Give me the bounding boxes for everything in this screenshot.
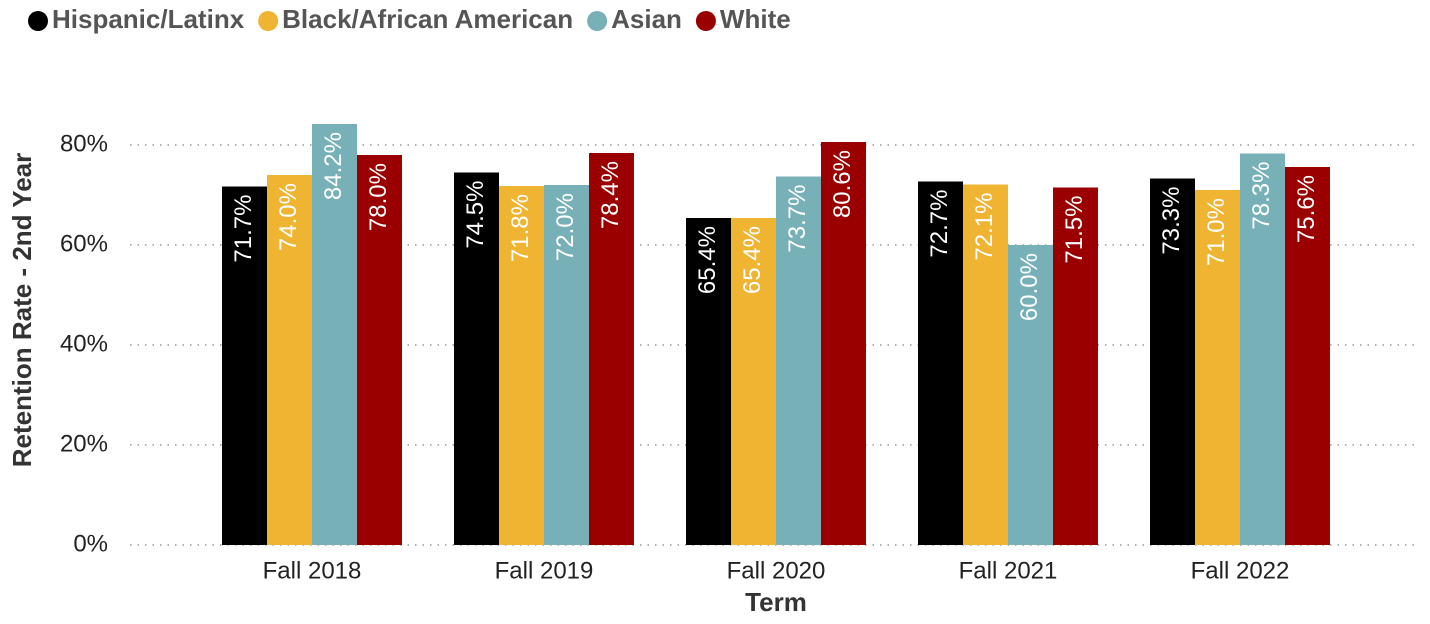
bar: [499, 186, 544, 545]
bar: [222, 186, 267, 545]
legend-label: White: [720, 4, 791, 34]
legend-marker: [587, 11, 608, 31]
value-label: 74.0%: [275, 183, 302, 251]
bar: [731, 218, 776, 545]
value-label: 75.6%: [1293, 175, 1320, 243]
legend-marker: [28, 11, 48, 31]
y-axis-title: Retention Rate - 2nd Year: [7, 153, 37, 468]
legend-label: Asian: [611, 4, 682, 34]
y-tick-label: 60%: [60, 230, 108, 257]
x-tick-label: Fall 2019: [495, 557, 594, 584]
bar: [1053, 187, 1098, 545]
value-label: 71.8%: [507, 194, 534, 262]
bar: [544, 185, 589, 545]
bar: [918, 181, 963, 545]
x-tick-label: Fall 2022: [1191, 557, 1290, 584]
bar: [312, 124, 357, 545]
legend-marker: [695, 11, 716, 31]
bar: [1240, 153, 1285, 545]
legend-label: Hispanic/Latinx: [52, 4, 245, 34]
bar: [589, 153, 634, 545]
bar: [267, 175, 312, 545]
x-axis-title: Term: [745, 587, 807, 617]
value-label: 71.5%: [1061, 196, 1088, 264]
bar: [1008, 245, 1053, 545]
value-label: 72.7%: [926, 190, 953, 258]
y-tick-label: 40%: [60, 330, 108, 357]
y-tick-label: 20%: [60, 430, 108, 457]
value-label: 74.5%: [462, 181, 489, 249]
value-label: 72.1%: [971, 193, 998, 261]
bar: [821, 142, 866, 545]
legend-marker: [258, 11, 279, 31]
value-label: 71.0%: [1203, 198, 1230, 266]
value-label: 80.6%: [829, 150, 856, 218]
value-label: 60.0%: [1016, 253, 1043, 321]
bar: [1195, 190, 1240, 545]
y-tick-label: 0%: [73, 530, 108, 557]
value-label: 78.3%: [1248, 162, 1275, 230]
value-label: 84.2%: [320, 132, 347, 200]
value-label: 73.7%: [784, 185, 811, 253]
bar: [1285, 167, 1330, 545]
x-tick-label: Fall 2020: [727, 557, 826, 584]
value-label: 71.7%: [230, 195, 257, 263]
bar: [776, 176, 821, 545]
bar: [963, 184, 1008, 545]
value-label: 78.4%: [597, 161, 624, 229]
bar: [454, 172, 499, 545]
bar: [686, 218, 731, 545]
value-label: 65.4%: [739, 226, 766, 294]
bar: [357, 155, 402, 545]
bar: [1150, 178, 1195, 545]
legend-label: Black/African American: [282, 4, 573, 34]
value-label: 65.4%: [694, 226, 721, 294]
value-label: 78.0%: [365, 163, 392, 231]
y-tick-label: 80%: [60, 130, 108, 157]
x-tick-label: Fall 2018: [263, 557, 362, 584]
value-label: 73.3%: [1158, 187, 1185, 255]
value-label: 72.0%: [552, 193, 579, 261]
x-tick-label: Fall 2021: [959, 557, 1058, 584]
